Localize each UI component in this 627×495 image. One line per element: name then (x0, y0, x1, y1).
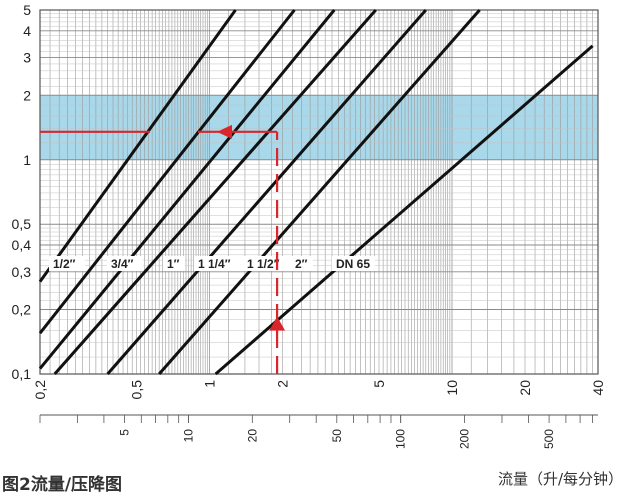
y-tick-label: 0,3 (12, 264, 32, 280)
x-tick-label: 2 (275, 380, 291, 388)
secondary-axis-tick-label: 500 (542, 429, 556, 449)
series-line (38, 9, 336, 370)
y-tick-label: 0,4 (12, 237, 32, 253)
bottom-axis: 5 10 20 50 100 200 500 (39, 414, 598, 449)
series-line (38, 9, 296, 335)
highlight-band (40, 95, 598, 160)
y-tick-label: 4 (23, 23, 31, 39)
secondary-axis-tick-label: 10 (181, 429, 195, 443)
secondary-axis-tick-label: 20 (245, 429, 259, 443)
x-tick-label: 5 (371, 380, 387, 388)
series-label: 1/2″ (53, 257, 76, 271)
series-label-background (194, 256, 244, 271)
y-tick-label: 0,5 (12, 216, 32, 232)
y-tick-label: 3 (23, 50, 31, 66)
x-tick-label: 0,2 (32, 380, 48, 400)
chart-title: 图2流量/压降图 (2, 475, 123, 495)
series-label-background (291, 256, 313, 271)
y-tick-label: 0,2 (12, 302, 32, 318)
series-lines (38, 9, 594, 376)
series-label-background (332, 256, 375, 271)
series-label: 1 1/4″ (198, 257, 231, 271)
secondary-axis-tick-label: 50 (330, 429, 344, 443)
series-label: 1″ (167, 257, 180, 271)
example-path (40, 124, 286, 374)
y-tick-label: 1 (23, 152, 31, 168)
series-line (158, 9, 481, 375)
x-axis-label: 流量（升/每分钟） (497, 470, 623, 488)
series-line (38, 9, 237, 283)
x-tick-label: 0,5 (129, 380, 145, 400)
series-label-background (243, 256, 293, 271)
series-label-background (49, 256, 85, 271)
secondary-axis-tick-label: 5 (117, 429, 131, 436)
series-label-background (107, 256, 143, 271)
arrow-up-icon (269, 316, 286, 331)
secondary-axis-tick-label: 100 (394, 429, 408, 449)
secondary-axis-tick-label: 200 (458, 429, 472, 449)
series-labels: 1/2″ 3/4″ 1″ 1 1/4″ 1 1/2″ 2″ DN 65 (49, 256, 375, 271)
series-label: 1 1/2″ (247, 257, 280, 271)
series-label-background (163, 256, 185, 271)
y-tick-label: 5 (23, 2, 31, 18)
x-tick-label: 40 (590, 380, 606, 396)
grid (40, 9, 598, 375)
x-tick-label: 1 (202, 380, 218, 388)
x-tick-label: 20 (517, 380, 533, 396)
series-line (106, 9, 427, 375)
series-label: DN 65 (336, 257, 370, 271)
plot-frame (39, 9, 599, 375)
y-tick-label: 0,1 (12, 366, 32, 382)
y-tick-label: 2 (23, 87, 31, 103)
series-label: 2″ (295, 257, 308, 271)
series-label: 3/4″ (111, 257, 134, 271)
series-line (53, 9, 377, 375)
x-tick-label: 10 (444, 380, 460, 396)
arrow-left-icon (217, 124, 233, 139)
